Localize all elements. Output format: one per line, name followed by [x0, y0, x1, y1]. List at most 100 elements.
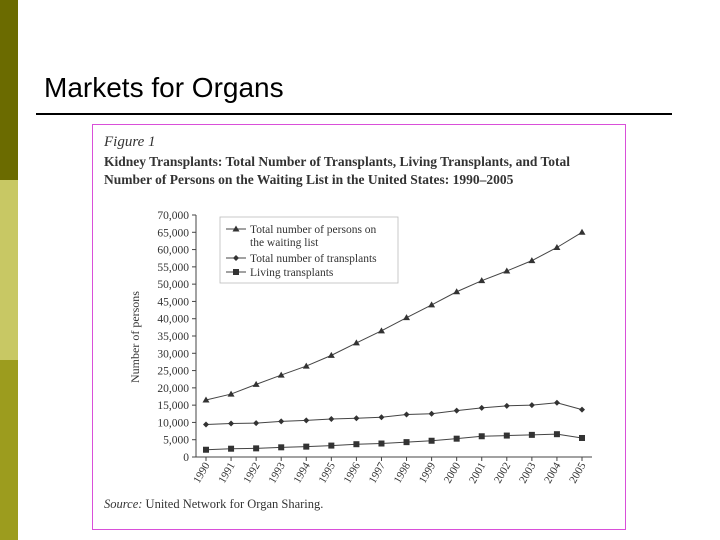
data-point-diamond	[528, 402, 535, 409]
data-point-diamond	[228, 420, 235, 427]
source-prefix: Source:	[104, 497, 143, 511]
data-point-square	[203, 446, 209, 453]
data-point-triangle	[202, 396, 210, 403]
data-point-triangle	[277, 371, 285, 378]
data-point-triangle	[377, 327, 385, 334]
y-tick-label: 15,000	[157, 400, 189, 412]
x-tick-label: 1991	[216, 461, 237, 486]
series-line-triangle	[205, 231, 583, 401]
y-tick-label: 40,000	[157, 314, 189, 326]
x-tick-label: 1998	[392, 460, 414, 485]
y-tick-label: 55,000	[157, 262, 189, 274]
data-point-square	[579, 434, 585, 441]
data-point-square	[303, 443, 310, 450]
y-tick-label: 60,000	[157, 245, 189, 257]
x-tick-label: 2002	[492, 461, 513, 486]
data-point-triangle	[503, 267, 511, 274]
data-point-triangle	[252, 380, 260, 387]
x-tick-labels: 1990 1991 1992 1993 1994 1995 1996 1997 1998 1999…	[191, 460, 589, 485]
y-tick-label: 65,000	[157, 227, 189, 239]
series-line-diamond	[205, 402, 583, 426]
x-tick-label: 2005	[567, 460, 589, 485]
data-point-square	[403, 439, 410, 446]
y-tick-label: 35,000	[157, 331, 189, 343]
data-point-triangle	[352, 339, 360, 346]
legend-marker-triangle	[232, 225, 240, 232]
legend-box	[219, 216, 399, 284]
data-point-triangle	[453, 288, 461, 295]
x-tick-label: 1993	[266, 460, 288, 485]
y-tick-label: 25,000	[157, 366, 189, 378]
data-point-square	[353, 441, 360, 448]
data-point-diamond	[378, 414, 385, 421]
x-tick-label: 1995	[317, 460, 339, 485]
accent-bar-dark	[0, 0, 18, 180]
data-point-square	[478, 433, 485, 440]
accent-bar-mid	[0, 360, 18, 540]
x-tick-label: 2003	[517, 460, 539, 485]
title-divider	[36, 113, 672, 115]
y-tick-label: 30,000	[157, 348, 189, 360]
data-point-triangle	[302, 362, 310, 369]
data-point-diamond	[203, 421, 209, 428]
data-point-square	[278, 444, 285, 451]
figure-caption-line1: Kidney Transplants: Total Number of Tran…	[104, 154, 571, 169]
series-lines	[205, 231, 583, 451]
y-axis-label: Number of persons	[128, 291, 142, 383]
slide-title: Markets for Organs	[44, 72, 284, 103]
data-point-triangle	[528, 257, 536, 264]
figure-caption-line2: Number of Persons on the Waiting List in…	[104, 172, 514, 187]
legend-marker-diamond	[233, 255, 239, 261]
data-point-triangle	[553, 243, 561, 250]
legend-label: the waiting list	[250, 237, 319, 249]
data-point-diamond	[503, 402, 510, 409]
x-tick-label: 1994	[291, 460, 313, 485]
x-tick-label: 1992	[241, 461, 262, 486]
data-point-diamond	[353, 415, 360, 422]
figure-source: Source: United Network for Organ Sharing…	[104, 497, 323, 512]
data-point-diamond	[478, 404, 485, 411]
data-point-square	[228, 445, 235, 452]
x-tick-label: 1997	[367, 460, 389, 485]
y-tick-label: 5,000	[163, 435, 189, 447]
chart-axes	[192, 214, 592, 461]
data-point-diamond	[453, 407, 460, 414]
figure-caption: Kidney Transplants: Total Number of Tran…	[104, 153, 624, 189]
x-tick-label: 2000	[442, 460, 464, 485]
y-tick-label: 0	[183, 452, 189, 464]
data-point-diamond	[328, 415, 335, 422]
legend-label: Living transplants	[250, 267, 334, 279]
series-markers	[202, 228, 586, 453]
y-tick-label: 45,000	[157, 296, 189, 308]
x-tick-label: 1996	[342, 460, 364, 485]
x-tick-label: 2001	[467, 461, 488, 486]
data-point-diamond	[579, 406, 585, 413]
x-tick-label: 2004	[542, 460, 564, 485]
data-point-square	[428, 437, 435, 444]
data-point-triangle	[403, 314, 411, 321]
series-line-square	[205, 433, 583, 451]
data-point-square	[378, 440, 385, 447]
y-tick-label: 70,000	[157, 210, 189, 222]
figure-label: Figure 1	[104, 134, 156, 150]
data-point-diamond	[278, 418, 285, 425]
data-point-square	[503, 432, 510, 439]
x-tick-label: 1990	[191, 460, 213, 485]
data-point-triangle	[578, 228, 586, 235]
data-point-square	[328, 442, 335, 449]
data-point-triangle	[428, 301, 436, 308]
accent-bar-light	[0, 180, 18, 360]
y-tick-label: 10,000	[157, 417, 189, 429]
y-tick-label: 20,000	[157, 383, 189, 395]
legend-marker-square	[233, 269, 239, 275]
data-point-triangle	[478, 277, 486, 284]
figure-frame	[92, 124, 626, 530]
data-point-diamond	[253, 420, 260, 427]
y-tick-labels: 0 5,000 10,000 15,000 20,000 25,000 30,000 35,0…	[157, 210, 189, 464]
legend-label: Total number of persons on	[250, 224, 377, 236]
data-point-square	[528, 431, 535, 438]
y-tick-label: 50,000	[157, 279, 189, 291]
data-point-triangle	[327, 351, 335, 358]
